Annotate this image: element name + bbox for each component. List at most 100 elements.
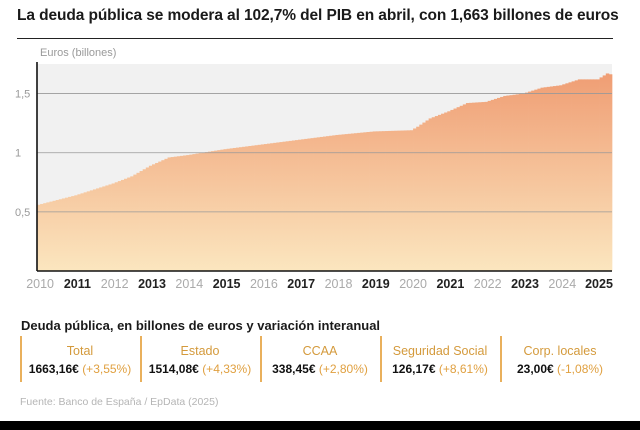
debt-bar bbox=[406, 130, 411, 271]
debt-bar bbox=[96, 188, 100, 271]
debt-bar bbox=[397, 130, 401, 271]
debt-bar-chart: 0,5 1 1,5 2010 2011 2012 2013 2014 2015 2016 2017 2… bbox=[15, 62, 613, 291]
debt-bar bbox=[139, 171, 144, 271]
debt-bar bbox=[335, 134, 339, 271]
debt-bar bbox=[344, 134, 349, 271]
debt-bar bbox=[456, 107, 461, 271]
y-tick-label: 1 bbox=[15, 148, 21, 160]
debt-bar bbox=[378, 131, 383, 271]
debt-bar bbox=[136, 172, 140, 271]
debt-bar bbox=[531, 90, 535, 271]
debt-bar bbox=[61, 198, 66, 271]
debt-bar bbox=[223, 149, 227, 271]
x-tick-label: 2012 bbox=[101, 277, 129, 291]
stat-value: 338,45€ bbox=[272, 362, 316, 376]
debt-bar bbox=[372, 131, 377, 271]
debt-bar bbox=[537, 88, 541, 271]
x-tick-label: 2011 bbox=[64, 277, 91, 291]
debt-bar bbox=[251, 145, 255, 271]
debt-bar bbox=[167, 157, 171, 271]
debt-bar bbox=[602, 75, 607, 272]
debt-bar bbox=[587, 79, 591, 271]
debt-bar bbox=[316, 137, 321, 271]
debt-bar bbox=[484, 101, 489, 271]
debt-bar bbox=[332, 135, 336, 271]
debt-bar bbox=[145, 167, 150, 271]
debt-bar bbox=[161, 160, 165, 271]
stat-value-line: 1514,08€ (+4,33%) bbox=[142, 362, 258, 376]
chart-title: La deuda pública se modera al 102,7% del… bbox=[17, 7, 619, 24]
debt-bar bbox=[506, 95, 510, 271]
stat-ccaa: CCAA 338,45€ (+2,80%) bbox=[260, 336, 378, 382]
debt-bar bbox=[444, 112, 448, 271]
debt-bar bbox=[217, 150, 221, 271]
bottom-bar bbox=[0, 421, 640, 430]
debt-bar bbox=[207, 151, 212, 271]
debt-bar bbox=[189, 154, 193, 271]
debt-bar bbox=[360, 132, 364, 271]
debt-bar bbox=[447, 111, 451, 271]
debt-bar bbox=[319, 136, 324, 271]
stat-value: 126,17€ bbox=[392, 362, 436, 376]
debt-bar bbox=[239, 147, 243, 271]
debt-bar bbox=[142, 169, 147, 271]
debt-bar bbox=[89, 190, 94, 271]
debt-bar bbox=[117, 181, 122, 271]
debt-bar bbox=[291, 140, 296, 271]
debt-bar bbox=[152, 164, 156, 271]
debt-bar bbox=[267, 143, 271, 271]
debt-bar bbox=[120, 179, 125, 271]
debt-bar bbox=[310, 138, 314, 271]
debt-bar bbox=[260, 144, 265, 271]
x-tick-label: 2010 bbox=[26, 277, 54, 291]
debt-bar bbox=[431, 117, 436, 271]
stat-label: Estado bbox=[180, 344, 220, 358]
debt-bar bbox=[369, 131, 374, 271]
debt-bar bbox=[186, 155, 190, 271]
x-tick-label: 2015 bbox=[213, 277, 241, 291]
debt-bar bbox=[528, 91, 532, 271]
debt-bar bbox=[599, 77, 604, 271]
debt-bar bbox=[425, 120, 429, 271]
x-tick-label: 2025 bbox=[585, 277, 613, 291]
x-tick-label: 2013 bbox=[138, 277, 166, 291]
debt-bar bbox=[413, 128, 417, 271]
debt-bar bbox=[273, 142, 277, 271]
stat-total: Total 1663,16€ (+3,55%) bbox=[20, 336, 138, 382]
debt-bar bbox=[242, 146, 246, 271]
debt-bar bbox=[71, 196, 75, 271]
x-tick-label: 2022 bbox=[474, 277, 502, 291]
title-divider bbox=[17, 38, 613, 39]
debt-bar bbox=[37, 204, 41, 271]
debt-bar bbox=[574, 80, 579, 271]
stats-title: Deuda pública, en billones de euros y va… bbox=[21, 318, 381, 333]
debt-bar bbox=[279, 142, 283, 271]
debt-bar bbox=[173, 156, 178, 271]
debt-bar bbox=[515, 94, 520, 271]
debt-bar bbox=[164, 158, 168, 271]
debt-bar bbox=[565, 83, 569, 271]
debt-bar bbox=[276, 142, 280, 271]
debt-bar bbox=[102, 186, 106, 271]
debt-bar bbox=[329, 135, 333, 271]
debt-bar bbox=[354, 133, 358, 271]
debt-bar bbox=[605, 73, 610, 272]
y-tick-label: 1,5 bbox=[15, 89, 30, 101]
debt-bar bbox=[559, 85, 563, 271]
debt-bar bbox=[58, 199, 63, 271]
debt-bar bbox=[549, 86, 554, 271]
debt-bar bbox=[248, 146, 252, 271]
debt-bar bbox=[298, 139, 302, 271]
debt-bar bbox=[543, 87, 548, 271]
stat-label: Corp. locales bbox=[523, 344, 597, 358]
debt-bar bbox=[92, 189, 97, 271]
x-tick-label: 2019 bbox=[362, 277, 390, 291]
stat-change: (+8,61%) bbox=[438, 362, 488, 376]
debt-bar bbox=[288, 140, 293, 271]
stat-label: Seguridad Social bbox=[392, 344, 488, 358]
debt-bar bbox=[229, 148, 234, 271]
debt-bar bbox=[366, 132, 370, 271]
debt-bar bbox=[211, 151, 215, 271]
debt-bar bbox=[86, 191, 91, 271]
debt-bar bbox=[170, 157, 175, 271]
